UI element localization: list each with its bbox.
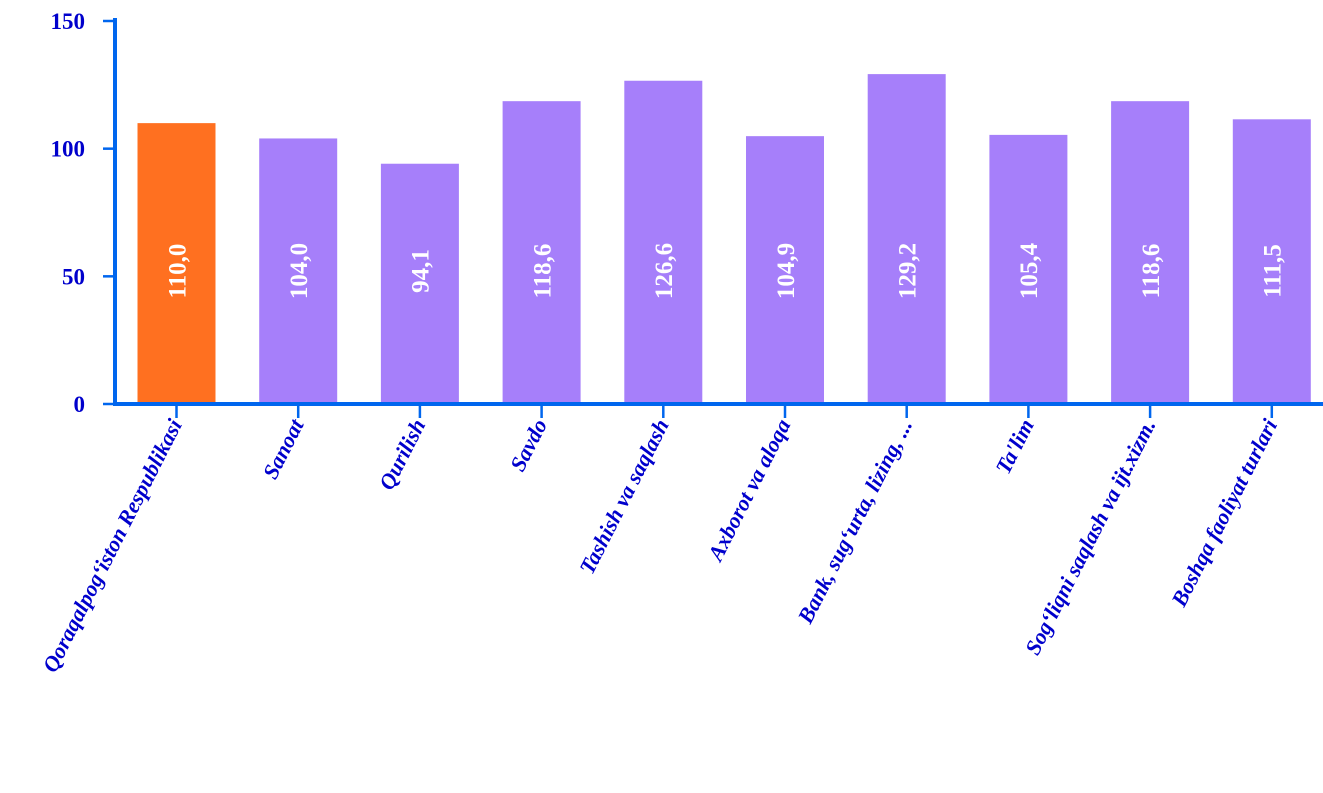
category-label: Savdo — [505, 415, 552, 475]
data-label: 104,0 — [286, 243, 313, 299]
bar — [1232, 119, 1311, 404]
data-label: 94,1 — [408, 249, 435, 293]
bars-group — [137, 74, 1311, 405]
y-tick-label: 150 — [51, 9, 86, 34]
data-label: 118,6 — [529, 244, 556, 299]
category-label: Qoraqalpog‘iston Respublikasi — [37, 414, 187, 676]
bar — [867, 74, 946, 404]
bar — [502, 101, 581, 404]
y-ticks-group: 0 50 100 150 — [51, 9, 115, 417]
data-label: 105,4 — [1016, 242, 1043, 299]
category-label: Axborot va aloqa — [702, 415, 796, 566]
bar — [259, 138, 338, 404]
category-labels-group: Qoraqalpog‘iston Respublikasi Sanoat Quril… — [37, 414, 1282, 676]
data-label: 111,5 — [1260, 244, 1287, 298]
category-label: Sanoat — [258, 414, 310, 483]
data-label: 118,6 — [1138, 244, 1165, 299]
bar — [989, 134, 1068, 404]
y-tick-label: 100 — [51, 137, 86, 162]
category-label: Bank, sug‘urta, lizing, ... — [792, 415, 917, 628]
bar — [380, 163, 459, 404]
category-label: Tashish va saqlash — [574, 415, 674, 578]
data-label: 110,0 — [164, 244, 191, 299]
category-label: Qurilish — [374, 415, 431, 494]
axes-group — [113, 18, 1323, 406]
category-label: Sog‘liqni saqlash va ijt.xizm. — [1020, 415, 1161, 659]
data-label: 126,6 — [651, 243, 678, 299]
data-label: 104,9 — [773, 243, 800, 299]
category-label: Boshqa faoliyat turlari — [1166, 414, 1283, 611]
category-label: Ta'lim — [990, 415, 1039, 478]
y-tick-label: 50 — [62, 264, 85, 289]
data-labels-group: 110,0 104,0 94,1 118,6 126,6 104,9 129,2 105,4 1… — [164, 242, 1286, 299]
data-label: 129,2 — [894, 243, 921, 299]
bar — [1111, 101, 1190, 404]
bar-highlight — [137, 123, 216, 404]
x-ticks-group — [175, 404, 1274, 418]
y-tick-label: 0 — [74, 392, 86, 417]
bar — [624, 80, 703, 405]
bar — [746, 136, 824, 404]
